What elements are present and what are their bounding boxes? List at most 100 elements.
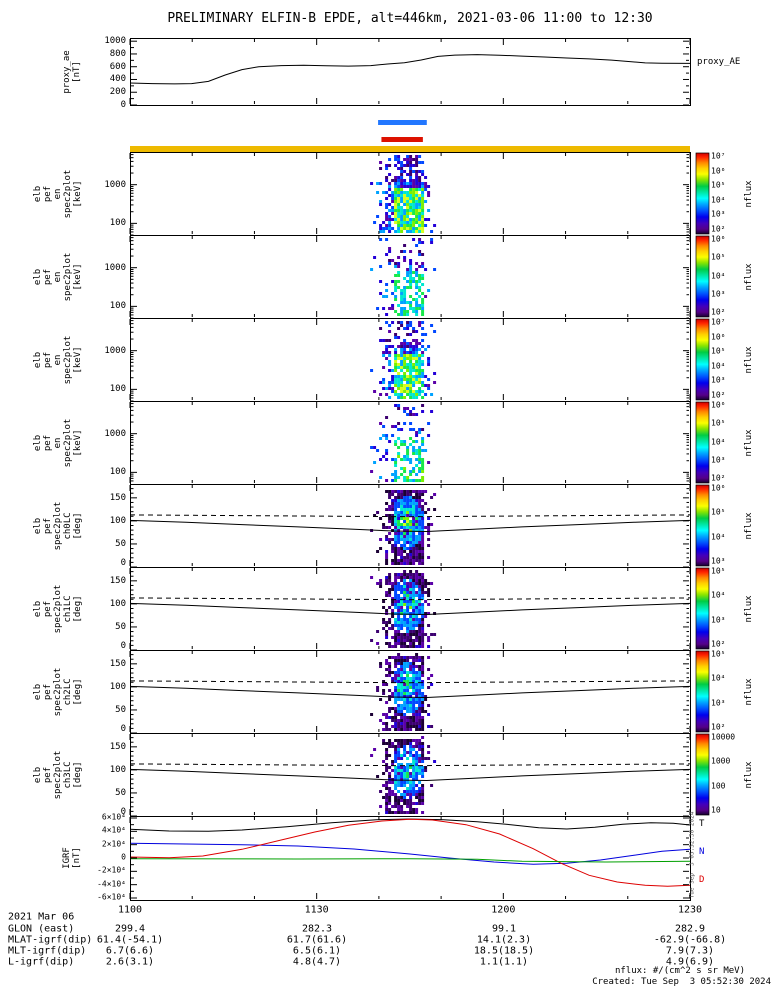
colorbar-tick-label: 10⁴	[711, 271, 726, 281]
ytick-label: 50	[115, 787, 126, 798]
colorbar-tick-label: 10⁴	[711, 673, 726, 683]
ytick-label: 1000	[104, 179, 126, 190]
colorbar-tick-label: 10²	[711, 224, 726, 234]
colorbar-tick-label: 10⁵	[711, 566, 726, 576]
ytick-label: 0	[121, 852, 126, 862]
ytick-label: 150	[109, 575, 126, 586]
table-value: 1.1(1.1)	[479, 956, 529, 968]
table-value: 6.5(6.1)	[292, 945, 342, 957]
spectrogram-burst-3	[370, 321, 437, 399]
colorbar-tick-label: 10⁶	[711, 234, 726, 244]
axis-label-ch0LC: elb pef spec2plot ch0LC [deg]	[32, 501, 84, 550]
spectrogram-burst-2	[370, 238, 437, 316]
axis-label-ch1LC: elb pef spec2plot ch1LC [deg]	[32, 584, 84, 633]
antiloss-cone-line	[129, 597, 691, 601]
spectrogram-burst-6	[370, 570, 437, 648]
axis-label-igrf: IGRF [nT]	[61, 847, 82, 869]
colorbar-tick-label: 10³	[711, 289, 726, 299]
flux-units-note: nflux: #/(cm^2 s sr MeV)	[614, 966, 745, 976]
axis-label-ch2LC: elb pef spec2plot ch2LC [deg]	[32, 667, 84, 716]
table-value: 18.5(18.5)	[473, 945, 535, 957]
colorbar-tick-label: 10³	[711, 615, 726, 625]
ytick-label: 100	[109, 218, 126, 229]
created-timestamp: Created: Tue Sep 3 05:52:30 2024	[592, 977, 771, 987]
colorbar-tick-label: 10²	[711, 307, 726, 317]
xtick-label: 1130	[304, 904, 329, 916]
colorbar-tick-label: 10³	[711, 556, 726, 566]
nflux-label: nflux	[743, 760, 754, 789]
axis-label-en_spec_1: elb pef en spec2plot [keV]	[32, 169, 84, 218]
colorbar-tick-label: 10⁶	[711, 483, 726, 493]
colorbar-7	[695, 650, 710, 733]
side-timestamp: Tue Sep 3 05:52:30 2024	[688, 811, 696, 899]
nflux-label: nflux	[743, 677, 754, 706]
antiloss-cone-line	[129, 680, 691, 684]
colorbar-tick-label: 10³	[711, 209, 726, 219]
ytick-label: 0	[120, 640, 126, 651]
spectrogram-burst-7	[370, 653, 434, 731]
table-value: 7.9(7.3)	[665, 945, 715, 957]
ytick-label: -2×10⁴	[97, 865, 126, 875]
ytick-label: 1000	[104, 36, 126, 47]
loss-cone-line	[129, 602, 691, 616]
table-value: 6.7(6.6)	[105, 945, 155, 957]
colorbar-tick-label: 10⁴	[711, 532, 726, 542]
red-bar	[381, 137, 423, 142]
table-value: 4.8(4.7)	[292, 956, 342, 968]
ytick-label: 1000	[104, 428, 126, 439]
colorbar-tick-label: 10⁵	[711, 180, 726, 190]
proxy-ae-line	[129, 54, 691, 85]
axis-label-en_spec_4: elb pef en spec2plot [keV]	[32, 418, 84, 467]
axis-label-ch3LC: elb pef spec2plot ch3LC [deg]	[32, 750, 84, 799]
colorbar-tick-label: 10⁵	[711, 649, 726, 659]
axis-label-proxy_ae: proxy_ae [nT]	[61, 49, 82, 94]
colorbar-tick-label: 1000	[711, 756, 731, 766]
ytick-label: 6×10⁴	[101, 812, 126, 822]
table-value: 61.4(-54.1)	[96, 934, 164, 946]
colorbar-tick-label: 10⁶	[711, 400, 726, 410]
colorbar-tick-label: 10⁵	[711, 507, 726, 517]
igrf-line-D	[129, 818, 691, 887]
colorbar-tick-label: 10⁴	[711, 437, 726, 447]
ytick-label: 150	[109, 492, 126, 503]
colorbar-tick-label: 10⁶	[711, 332, 726, 342]
table-row-label: L-igrf(dip)	[8, 956, 75, 968]
ytick-label: 1000	[104, 262, 126, 273]
colorbar-tick-label: 10⁷	[711, 317, 726, 327]
xtick-label: 1230	[677, 904, 703, 916]
ytick-label: 50	[115, 704, 126, 715]
nflux-label: nflux	[743, 428, 754, 457]
ytick-label: 100	[109, 515, 126, 526]
ytick-label: 0	[120, 723, 126, 734]
loss-cone-line	[129, 685, 691, 699]
ytick-label: 0	[120, 99, 126, 110]
ytick-label: 0	[120, 557, 126, 568]
ytick-label: 150	[109, 741, 126, 752]
colorbar-tick-label: 10⁴	[711, 195, 726, 205]
table-value: 282.9	[674, 923, 706, 935]
colorbar-5	[695, 484, 710, 567]
colorbar-tick-label: 10000	[711, 732, 736, 742]
panel-frame-9	[129, 816, 691, 901]
loss-cone-line	[129, 519, 691, 533]
nflux-label: nflux	[743, 262, 754, 291]
loss-cone-line	[129, 768, 691, 782]
colorbar-tick-label: 10³	[711, 698, 726, 708]
ytick-label: 1000	[104, 345, 126, 356]
ytick-label: 150	[109, 658, 126, 669]
nflux-label: nflux	[743, 179, 754, 208]
colorbar-tick-label: 100	[711, 781, 726, 791]
ytick-label: 100	[109, 598, 126, 609]
table-value: 282.3	[301, 923, 333, 935]
table-row-label: MLT-igrf(dip)	[8, 945, 87, 957]
axis-label-en_spec_2: elb pef en spec2plot [keV]	[32, 252, 84, 301]
colorbar-tick-label: 10³	[711, 375, 726, 385]
ytick-label: 100	[109, 384, 126, 395]
colorbar-tick-label: 10	[711, 805, 721, 815]
colorbar-tick-label: 10⁵	[711, 418, 726, 428]
colorbar-4	[695, 401, 710, 484]
igrf-series-label-T: T	[699, 818, 705, 829]
ytick-label: 4×10⁴	[101, 825, 126, 835]
ytick-label: 100	[109, 301, 126, 312]
ytick-label: 600	[109, 61, 126, 72]
